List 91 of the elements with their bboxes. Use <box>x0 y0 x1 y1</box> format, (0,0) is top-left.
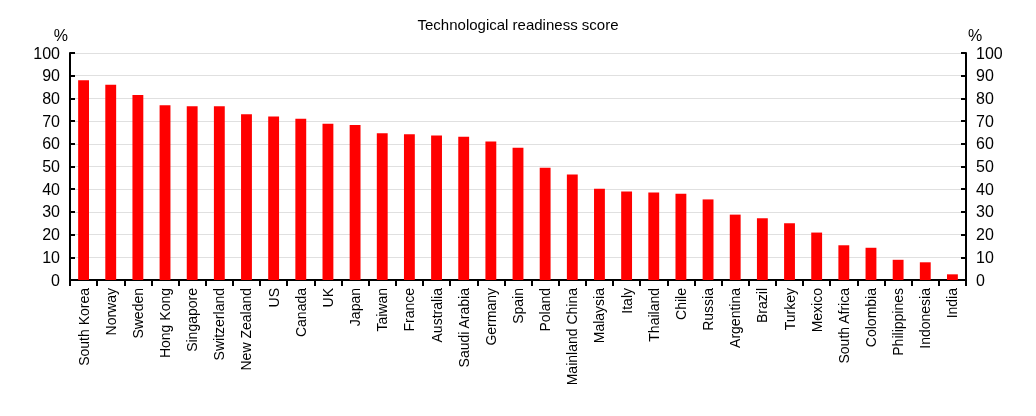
x-tick-label: Poland <box>537 288 554 332</box>
y-tick-label: 0 <box>51 271 61 289</box>
y2-tick-label: 100 <box>976 44 1003 62</box>
x-tick-label: New Zealand <box>238 288 255 371</box>
bar <box>946 274 958 280</box>
x-tick-label: Taiwan <box>374 288 391 332</box>
x-tick-label: Colombia <box>862 287 879 348</box>
bar <box>485 141 497 280</box>
bar <box>838 245 850 280</box>
x-tick-label: Switzerland <box>211 288 228 361</box>
bar <box>919 262 931 280</box>
bar <box>621 191 633 280</box>
x-tick-label: South Africa <box>835 287 852 364</box>
bar <box>648 192 660 280</box>
y2-tick-label: 0 <box>976 271 985 289</box>
y2-tick-label: 40 <box>976 180 994 198</box>
y2-tick-label: 80 <box>976 89 994 107</box>
bar <box>322 123 334 280</box>
bar <box>865 247 877 280</box>
bar <box>349 124 361 280</box>
bar <box>729 214 741 280</box>
bar <box>784 223 795 280</box>
bar <box>594 188 605 280</box>
x-tick-label: Argentina <box>727 287 744 348</box>
y2-tick-label: 70 <box>976 112 994 130</box>
x-tick-label: Australia <box>428 287 445 343</box>
x-tick-label: Malaysia <box>591 287 608 344</box>
y-tick-label: 80 <box>42 89 61 107</box>
x-tick-label: Mexico <box>808 287 825 333</box>
x-tick-label: Brazil <box>754 288 771 324</box>
x-tick-label: India <box>944 287 961 319</box>
x-tick-label: Canada <box>292 287 309 338</box>
bar <box>675 193 687 280</box>
x-tick-label: Indonesia <box>917 287 934 349</box>
bar <box>186 106 198 280</box>
x-tick-label: Philippines <box>890 288 907 356</box>
bar <box>702 199 714 280</box>
bar <box>566 174 578 280</box>
y-tick-label: 50 <box>42 158 61 175</box>
x-tick-label: Japan <box>347 288 364 327</box>
x-tick-label: Germany <box>482 288 499 346</box>
x-tick-label: France <box>401 287 418 332</box>
bar <box>268 116 280 280</box>
x-tick-label: Chile <box>672 287 689 320</box>
y-tick-label: 20 <box>42 226 61 244</box>
bar <box>159 105 171 280</box>
bar <box>756 218 768 280</box>
bar <box>105 84 117 280</box>
y-tick-label: 40 <box>42 180 61 198</box>
x-tick-label: US <box>265 288 282 308</box>
y2-tick-label: 10 <box>976 248 994 266</box>
x-tick-label: Norway <box>102 288 119 336</box>
y2-axis-title: % <box>968 26 983 44</box>
y-tick-label: 30 <box>42 203 61 221</box>
bar <box>458 136 470 280</box>
bar <box>213 106 225 280</box>
x-tick-label: Spain <box>510 288 526 324</box>
bar <box>295 118 307 280</box>
y2-tick-label: 50 <box>976 158 994 175</box>
x-tick-label: Russia <box>700 287 717 331</box>
y-tick-label: 70 <box>42 112 61 130</box>
y2-tick-label: 90 <box>976 67 994 85</box>
x-tick-label: Sweden <box>129 288 146 339</box>
bar <box>892 259 904 280</box>
x-tick-label: UK <box>319 287 336 308</box>
x-tick-label: South Korea <box>75 287 92 366</box>
y-axis-title: % <box>53 26 68 44</box>
chart-title: Technological readiness score <box>417 16 619 33</box>
bar <box>241 114 252 280</box>
y-tick-label: 90 <box>42 67 61 85</box>
bar <box>431 135 442 280</box>
bar <box>132 95 144 280</box>
bar <box>811 232 823 280</box>
y-tick-label: 60 <box>42 135 61 153</box>
y2-tick-label: 30 <box>976 203 994 221</box>
x-tick-label: Italy <box>618 288 635 314</box>
x-tick-label: Singapore <box>184 287 201 352</box>
y-tick-label: 10 <box>42 248 61 266</box>
x-tick-label: Hong Kong <box>157 288 174 359</box>
x-tick-label: Turkey <box>781 288 798 331</box>
x-tick-label: Thailand <box>645 288 662 342</box>
x-tick-label: Mainland China <box>564 287 581 386</box>
y2-tick-label: 60 <box>976 135 994 153</box>
bar <box>403 134 415 280</box>
y-tick-label: 100 <box>33 44 61 62</box>
bar <box>539 167 551 280</box>
bar <box>78 80 90 280</box>
y2-tick-label: 20 <box>976 226 994 244</box>
bar <box>512 147 524 280</box>
bar <box>376 133 388 280</box>
x-tick-label: Saudi Arabia <box>455 287 472 368</box>
